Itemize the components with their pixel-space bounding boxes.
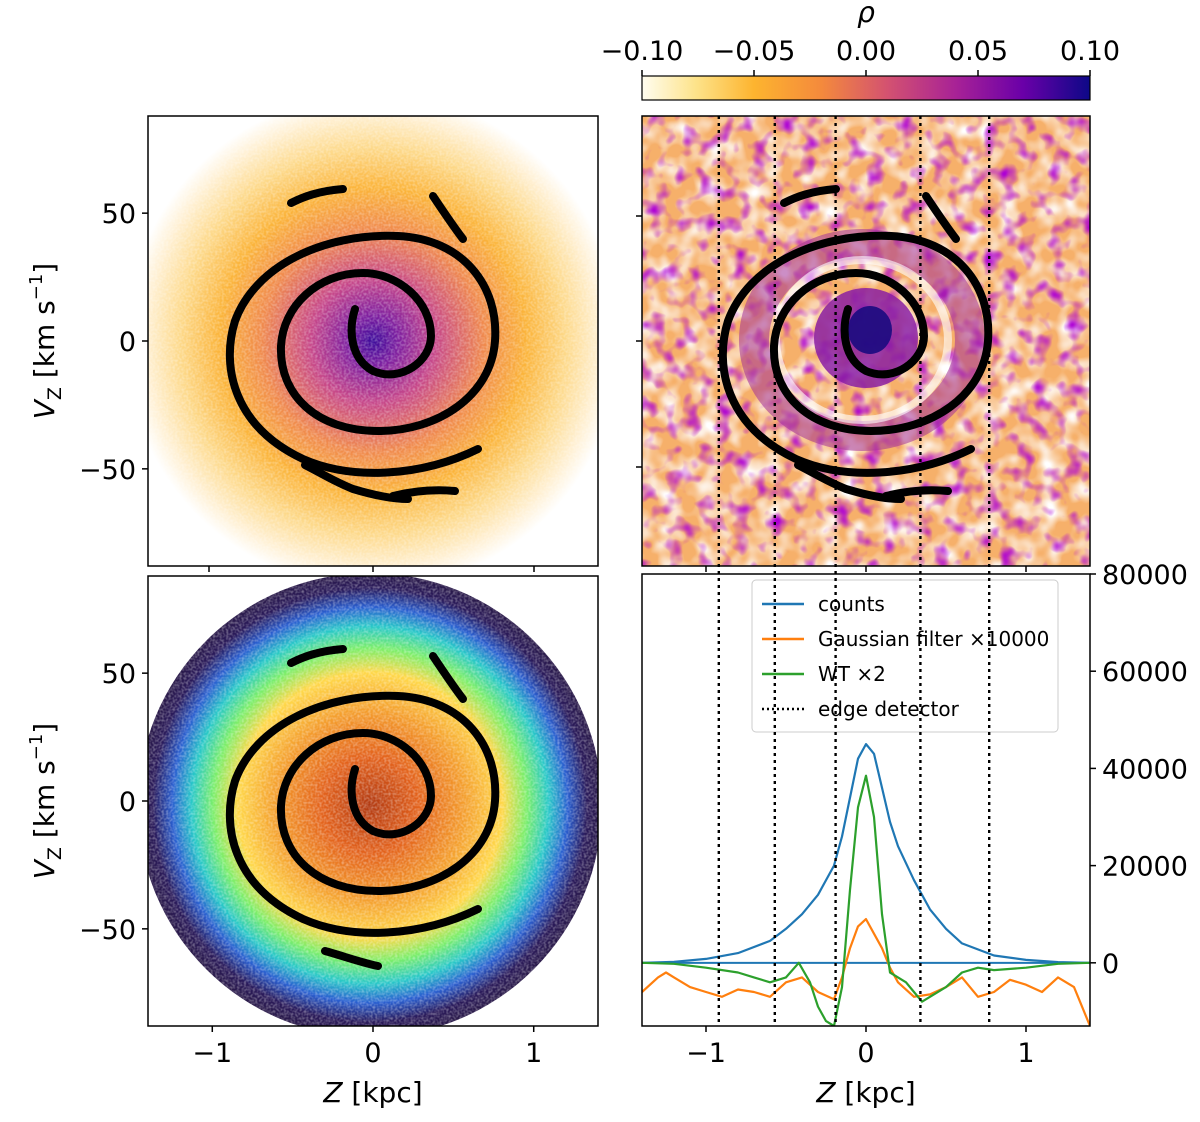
legend-label: WT ×2 (818, 662, 886, 686)
legend-label: edge detector (818, 697, 960, 721)
ytick-label: 50 (102, 199, 136, 230)
xtick-label: 0 (857, 1038, 874, 1069)
colorbar: ρ −0.10 −0.05 0.00 0.05 0.10 (601, 0, 1120, 101)
ylabel-top-left: VZ [km s−1] (26, 263, 66, 419)
xticks-bottom-left: −1 0 1 (192, 1026, 542, 1069)
xtick-label: −1 (192, 1038, 232, 1069)
legend: counts Gaussian filter ×10000 WT ×2 edge de… (751, 579, 1059, 733)
ytick-label: 80000 (1102, 560, 1188, 591)
xtick-label: −1 (686, 1038, 726, 1069)
svg-text:VZ [km s−1]: VZ [km s−1] (26, 263, 66, 419)
ytick-label: 20000 (1102, 852, 1188, 883)
colorbar-gradient (641, 75, 1091, 101)
series-wt (642, 774, 1090, 1026)
colorbar-tick-label: 0.10 (1060, 36, 1120, 67)
wt-core-dark (848, 306, 892, 354)
spiral-arc-upper-right (429, 192, 467, 243)
ytick-label: 0 (119, 327, 136, 358)
yticks-bottom-left: −50 0 50 (79, 659, 148, 946)
ytick-label: 40000 (1102, 754, 1188, 785)
density-grain (148, 116, 598, 566)
yticks-top-left: −50 0 50 (79, 199, 148, 486)
spiral-inner (225, 231, 500, 477)
colorbar-ticks: −0.10 −0.05 0.00 0.05 0.10 (601, 36, 1120, 76)
edge-detector-lines (717, 116, 991, 1026)
yticks-top-right (636, 215, 642, 468)
spiral-arc-upper-left (287, 185, 347, 207)
spiral-contour-bl (225, 645, 500, 970)
spiral-arc-lower-right (389, 486, 459, 500)
ytick-label: −50 (79, 915, 136, 946)
panel-bottom-left: −50 0 50 −1 0 1 VZ [km s−1] Z [kpc] (26, 575, 599, 1109)
ytick-label: 60000 (1102, 657, 1188, 688)
spiral-contour (225, 185, 500, 503)
ytick-label: −50 (79, 455, 136, 486)
panel-top-left: −50 0 50 VZ [km s−1] (26, 115, 599, 572)
colorbar-tick-label: 0.05 (948, 36, 1008, 67)
xticks-bottom-right: −1 0 1 (686, 1026, 1035, 1069)
legend-label: Gaussian filter ×10000 (818, 627, 1049, 651)
spiral-contour-tr (718, 185, 993, 503)
ytick-label: 50 (102, 659, 136, 690)
xlabel-bottom-left: Z [kpc] (322, 1076, 422, 1109)
xticks-top-right (705, 566, 1027, 572)
svg-text:VZ [km s−1]: VZ [km s−1] (26, 723, 66, 879)
ylabel-bottom-left: VZ [km s−1] (26, 723, 66, 879)
xtick-label: 1 (1017, 1038, 1034, 1069)
legend-box (751, 579, 1059, 733)
wt-ring (739, 229, 985, 451)
series-gaussian-filter (642, 917, 1090, 1026)
xlabel-bottom-right: Z [kpc] (815, 1076, 915, 1109)
yticks-bottom-right: 0 20000 40000 60000 80000 (1090, 560, 1188, 980)
panel-bottom-right: 0 20000 40000 60000 80000 −1 0 1 Z [kpc] count… (641, 560, 1188, 1109)
xtick-label: 0 (364, 1038, 381, 1069)
xtick-label: 1 (525, 1038, 542, 1069)
counts-grain (148, 576, 598, 1026)
ytick-label: 0 (119, 787, 136, 818)
series-counts (642, 742, 1090, 964)
ytick-label: 0 (1102, 949, 1119, 980)
colorbar-label: ρ (857, 0, 875, 29)
panel-top-right (636, 115, 1091, 572)
xticks-top-left (208, 566, 535, 572)
colorbar-tick-label: 0.00 (836, 36, 896, 67)
colorbar-tick-label: −0.10 (601, 36, 684, 67)
colorbar-tick-label: −0.05 (713, 36, 796, 67)
legend-label: counts (818, 592, 885, 616)
